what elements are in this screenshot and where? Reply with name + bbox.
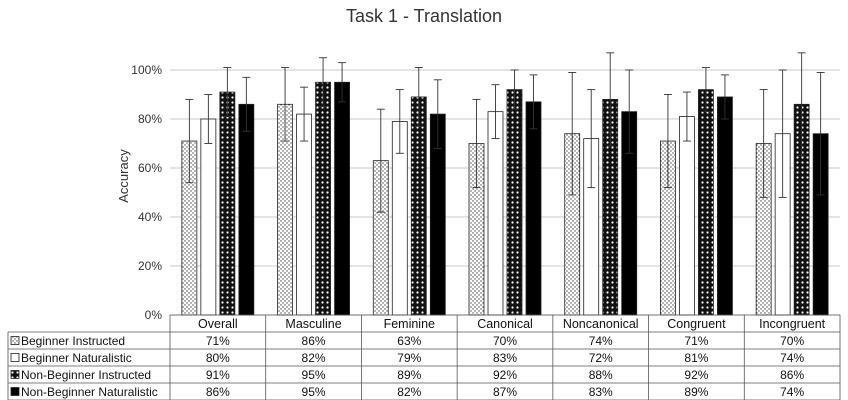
data-label: 89% <box>684 385 708 399</box>
bar <box>717 96 733 316</box>
y-tick-label: 40% <box>138 210 162 224</box>
data-label: 95% <box>302 385 326 399</box>
x-category-label: Congruent <box>667 317 726 331</box>
data-label: 74% <box>780 385 804 399</box>
chart-title: Task 1 - Translation <box>345 6 503 26</box>
bar <box>698 89 714 316</box>
y-tick-label: 0% <box>145 308 163 322</box>
data-label: 86% <box>206 385 230 399</box>
y-tick-label: 100% <box>131 63 162 77</box>
data-label: 88% <box>589 368 613 382</box>
data-label: 86% <box>302 334 326 348</box>
bar <box>525 101 542 316</box>
bar <box>506 89 523 316</box>
x-category-label: Incongruent <box>759 317 826 331</box>
bar <box>219 91 236 316</box>
data-label: 83% <box>589 385 613 399</box>
legend-entry: Non-Beginner Naturalistic <box>21 385 158 399</box>
bar <box>410 96 427 316</box>
data-label: 79% <box>397 351 421 365</box>
x-category-label: Masculine <box>285 317 341 331</box>
data-label: 82% <box>302 351 326 365</box>
data-label: 80% <box>206 351 230 365</box>
y-tick-label: 20% <box>138 259 162 273</box>
y-axis-label: Accuracy <box>116 149 131 203</box>
bar <box>315 81 331 316</box>
bar <box>200 118 217 316</box>
x-category-label: Noncanonical <box>563 317 639 331</box>
legend-swatch <box>10 336 20 345</box>
data-label: 87% <box>493 385 517 399</box>
legend-entry: Non-Beginner Instructed <box>21 368 151 382</box>
data-label: 83% <box>493 351 517 365</box>
bar <box>238 103 255 316</box>
y-axis-ticks: 0% 20% 40% 60% 80% 100% <box>131 63 162 322</box>
legend-swatch <box>10 370 20 379</box>
data-label: 71% <box>206 334 230 348</box>
error-bars <box>185 52 825 213</box>
data-label: 63% <box>397 334 421 348</box>
legend-entry: Beginner Instructed <box>21 334 125 348</box>
bar <box>296 113 312 316</box>
data-table: Overall Masculine Feminine Canonical Noncano… <box>7 314 841 400</box>
x-category-label: Feminine <box>384 317 435 331</box>
bar <box>679 116 695 316</box>
legend-swatch <box>10 353 20 362</box>
y-tick-label: 80% <box>138 112 162 126</box>
data-label: 89% <box>397 368 421 382</box>
data-label: 92% <box>493 368 517 382</box>
y-tick-label: 60% <box>138 161 162 175</box>
data-label: 74% <box>780 351 804 365</box>
data-label: 81% <box>684 351 708 365</box>
data-label: 95% <box>302 368 326 382</box>
data-label: 71% <box>684 334 708 348</box>
x-category-label: Overall <box>198 317 238 331</box>
data-label: 92% <box>684 368 708 382</box>
data-label: 91% <box>206 368 230 382</box>
data-label: 86% <box>780 368 804 382</box>
data-label: 72% <box>589 351 613 365</box>
bar <box>487 111 504 316</box>
gridlines <box>170 69 840 316</box>
data-label: 70% <box>780 334 804 348</box>
data-label: 70% <box>493 334 517 348</box>
legend-entry: Beginner Naturalistic <box>21 351 132 365</box>
bar <box>334 81 350 316</box>
x-category-label: Canonical <box>477 317 533 331</box>
data-label: 74% <box>589 334 613 348</box>
data-label: 82% <box>397 385 421 399</box>
legend-swatch <box>10 387 20 396</box>
bars <box>181 81 829 316</box>
